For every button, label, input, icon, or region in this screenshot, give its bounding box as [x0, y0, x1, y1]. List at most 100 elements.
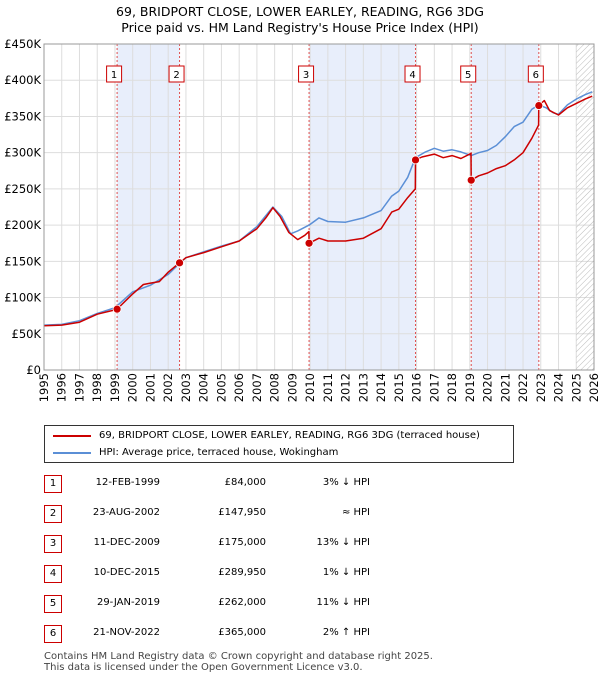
- table-row: 2 23-AUG-2002 £147,950 ≈ HPI: [0, 505, 600, 525]
- x-tick-label: 2026: [587, 373, 600, 402]
- sale-point: [534, 101, 544, 110]
- sale-hpi-comparison: ≈ HPI: [341, 507, 370, 518]
- y-tick-label: £50K: [12, 327, 42, 341]
- sale-hpi-comparison: 1% ↓ HPI: [322, 567, 370, 578]
- sale-hpi-comparison: 3% ↓ HPI: [322, 477, 370, 488]
- sale-number-label: 1: [111, 70, 117, 81]
- sale-point: [411, 155, 420, 165]
- x-tick-label: 2019: [463, 373, 477, 402]
- table-row: 1 12-FEB-1999 £84,000 3% ↓ HPI: [0, 475, 600, 495]
- sale-number-box: [106, 65, 123, 83]
- chart-subtitle: Price paid vs. HM Land Registry's House …: [121, 20, 479, 35]
- x-tick-label: 1997: [72, 373, 86, 402]
- x-tick-label: 2000: [126, 373, 140, 402]
- price-chart: 1 2 3 4 5 6 £0 £50K £100K £150K £200K £250K £300K £35…: [4, 37, 600, 402]
- ownership-period-shade: [117, 44, 180, 370]
- y-tick-label: £350K: [4, 109, 41, 123]
- table-row: 6 21-NOV-2022 £365,000 2% ↑ HPI: [0, 625, 600, 645]
- sale-price: £84,000: [224, 477, 266, 488]
- x-tick-label: 2002: [161, 373, 175, 402]
- table-row: 4 10-DEC-2015 £289,950 1% ↓ HPI: [0, 565, 600, 585]
- sale-number-box: [298, 65, 315, 83]
- sale-price: £289,950: [218, 567, 266, 578]
- sale-point: [304, 238, 314, 248]
- sale-price: £175,000: [218, 537, 266, 548]
- sale-point: [112, 304, 122, 314]
- sale-date: 21-NOV-2022: [93, 627, 160, 638]
- x-tick-label: 2001: [143, 373, 157, 402]
- sale-hpi-comparison: 11% ↓ HPI: [316, 597, 370, 608]
- y-tick-label: £300K: [4, 146, 41, 160]
- legend: 69, BRIDPORT CLOSE, LOWER EARLEY, READIN…: [44, 425, 514, 463]
- x-tick-label: 2012: [339, 373, 353, 402]
- sale-number-badge: 1: [44, 475, 62, 493]
- footer-copyright: Contains HM Land Registry data © Crown c…: [44, 651, 433, 662]
- x-tick-label: 2003: [179, 373, 193, 402]
- x-tick-label: 2018: [445, 373, 459, 402]
- x-tick-label: 2010: [303, 373, 317, 402]
- sale-number-box: [404, 65, 421, 83]
- sale-number-badge: 5: [44, 595, 62, 613]
- x-tick-label: 2017: [427, 373, 441, 402]
- footer-licence: This data is licensed under the Open Gov…: [44, 662, 363, 673]
- plot-border: [43, 43, 595, 371]
- legend-label-property: 69, BRIDPORT CLOSE, LOWER EARLEY, READIN…: [99, 430, 480, 441]
- x-tick-label: 2024: [552, 373, 566, 402]
- sale-hpi-comparison: 13% ↓ HPI: [316, 537, 370, 548]
- sale-hpi-comparison: 2% ↑ HPI: [322, 627, 370, 638]
- x-tick-label: 1995: [37, 373, 51, 402]
- sale-date: 11-DEC-2009: [93, 537, 160, 548]
- sale-number-badge: 4: [44, 565, 62, 583]
- x-tick-label: 2009: [285, 373, 299, 402]
- sale-date: 29-JAN-2019: [96, 597, 160, 608]
- sale-point: [466, 175, 476, 185]
- sale-number-badge: 6: [44, 625, 62, 643]
- x-tick-label: 2016: [410, 373, 424, 402]
- x-tick-label: 2023: [534, 373, 548, 402]
- y-tick-label: £200K: [4, 218, 41, 232]
- x-tick-label: 2011: [321, 373, 335, 402]
- footer: Contains HM Land Registry data © Crown c…: [44, 651, 433, 673]
- y-tick-label: £250K: [4, 182, 41, 196]
- x-tick-label: 1998: [90, 373, 104, 402]
- x-tick-label: 2021: [498, 373, 512, 402]
- chart-title: 69, BRIDPORT CLOSE, LOWER EARLEY, READIN…: [116, 4, 484, 19]
- sale-price: £365,000: [218, 627, 266, 638]
- y-tick-label: £450K: [4, 37, 41, 51]
- sale-point: [175, 258, 184, 268]
- x-tick-label: 2014: [374, 373, 388, 402]
- x-tick-label: 2004: [197, 373, 211, 402]
- sale-number-badge: 3: [44, 535, 62, 553]
- ownership-period-shade: [309, 44, 416, 370]
- sale-number-box: [168, 65, 185, 83]
- x-tick-label: 2008: [268, 373, 282, 402]
- legend-swatch-blue: [53, 452, 91, 454]
- sale-price: £147,950: [218, 507, 266, 518]
- y-tick-label: £400K: [4, 73, 41, 87]
- x-tick-label: 1996: [55, 373, 69, 402]
- table-row: 5 29-JAN-2019 £262,000 11% ↓ HPI: [0, 595, 600, 615]
- x-tick-label: 2015: [392, 373, 406, 402]
- sale-number-box: [527, 65, 544, 83]
- legend-swatch-red: [53, 435, 91, 437]
- x-tick-label: 2013: [356, 373, 370, 402]
- x-tick-label: 2007: [250, 373, 264, 402]
- sale-date: 10-DEC-2015: [93, 567, 160, 578]
- sale-number-label: 3: [303, 70, 309, 81]
- property-series-line: [43, 95, 593, 327]
- legend-label-hpi: HPI: Average price, terraced house, Woki…: [99, 447, 339, 458]
- sale-number-badge: 2: [44, 505, 62, 523]
- x-tick-label: 2022: [516, 373, 530, 402]
- x-tick-label: 2025: [569, 373, 583, 402]
- y-tick-label: £150K: [4, 254, 41, 268]
- sale-number-label: 4: [409, 70, 415, 81]
- x-tick-label: 2005: [214, 373, 228, 402]
- sale-number-label: 6: [533, 70, 539, 81]
- x-tick-label: 2020: [481, 373, 495, 402]
- sale-number-box: [460, 65, 477, 83]
- x-tick-label: 2006: [232, 373, 246, 402]
- y-tick-label: £100K: [4, 291, 41, 305]
- sale-number-label: 2: [173, 70, 179, 81]
- sale-date: 12-FEB-1999: [95, 477, 160, 488]
- forecast-hatch: [576, 44, 594, 370]
